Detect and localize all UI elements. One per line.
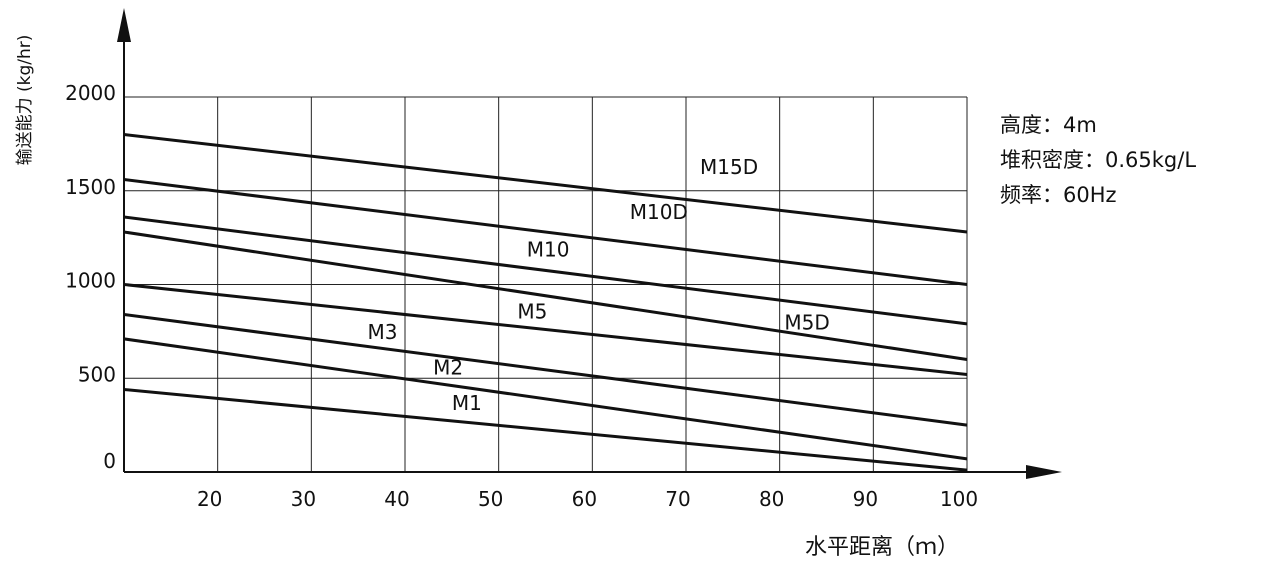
x-axis-arrow <box>1026 465 1062 479</box>
series-lines <box>123 133 968 472</box>
series-labels: M15D M10D M10 M5D M5 M3 M2 M1 <box>368 155 830 415</box>
axes <box>117 8 1062 479</box>
y-tick-label: 1500 <box>65 175 116 199</box>
grid <box>124 96 968 472</box>
x-tick-label: 80 <box>759 487 784 511</box>
x-tick-label: 90 <box>853 487 878 511</box>
series-label-m10: M10 <box>527 237 570 261</box>
series-line-m2 <box>123 337 968 461</box>
series-line-m3 <box>123 313 968 427</box>
density-note: 堆积密度：0.65kg/L <box>1000 148 1197 172</box>
series-label-m5: M5 <box>517 299 547 323</box>
x-axis-label: 水平距离（ｍ） <box>805 535 959 560</box>
series-line-m5 <box>123 283 968 376</box>
series-line-m5d <box>123 230 968 361</box>
height-note: 高度：4m <box>1000 113 1097 137</box>
series-line-m15d <box>123 133 968 234</box>
series-line-m1 <box>123 388 968 472</box>
series-label-m2: M2 <box>433 356 463 380</box>
y-axis-label: 输送能力 (kg/hr) <box>15 35 35 166</box>
series-label-m1: M1 <box>452 391 482 415</box>
y-tick-label: 0 <box>103 449 116 473</box>
series-label-m3: M3 <box>368 320 398 344</box>
y-tick-label: 2000 <box>65 81 116 105</box>
y-axis-arrow <box>117 8 131 42</box>
series-label-m5d: M5D <box>784 311 829 335</box>
series-label-m10d: M10D <box>630 200 688 224</box>
x-tick-label: 100 <box>940 487 978 511</box>
conditions-panel: 高度：4m 堆积密度：0.65kg/L 频率：60Hz <box>1000 108 1196 213</box>
y-tick-label: 500 <box>78 362 116 386</box>
x-tick-label: 70 <box>665 487 690 511</box>
frequency-note: 频率：60Hz <box>1000 183 1117 207</box>
series-label-m15d: M15D <box>700 155 758 179</box>
x-tick-label: 40 <box>384 487 409 511</box>
x-tick-label: 50 <box>478 487 503 511</box>
x-tick-label: 60 <box>572 487 597 511</box>
x-tick-label: 30 <box>291 487 316 511</box>
x-tick-label: 20 <box>197 487 222 511</box>
series-line-m10d <box>123 178 968 286</box>
series-line-m10 <box>123 215 968 326</box>
y-tick-label: 1000 <box>65 269 116 293</box>
